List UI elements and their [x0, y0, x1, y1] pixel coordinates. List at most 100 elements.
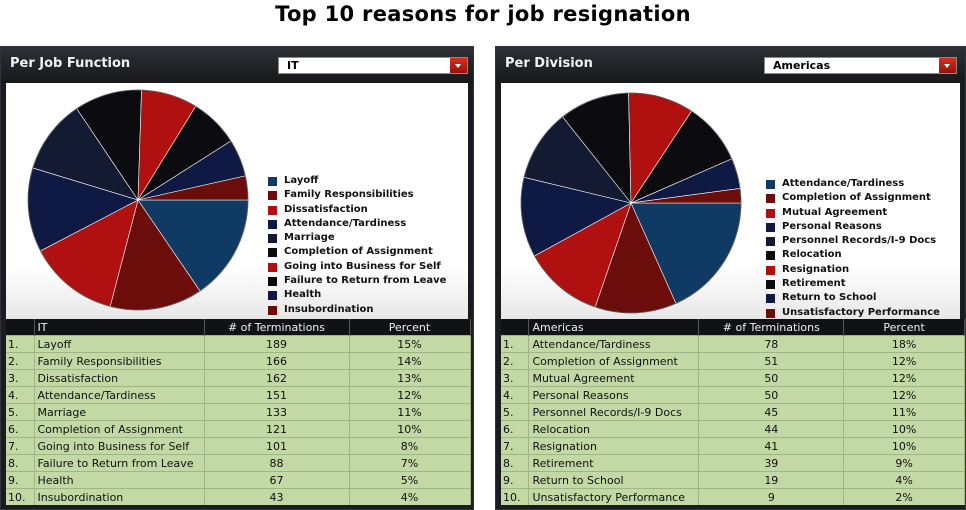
legend-label: Family Responsibilities: [284, 189, 414, 201]
legend-label: Completion of Assignment: [284, 246, 433, 258]
legend-item: Layoff: [268, 174, 446, 188]
legend-swatch: [268, 177, 277, 186]
table-row: 9. Return to School 19 4%: [501, 471, 965, 489]
terminations-cell: 67: [204, 471, 350, 489]
percent-cell: 7%: [349, 454, 471, 472]
table-row: 5. Personnel Records/I-9 Docs 45 11%: [501, 403, 965, 421]
table-row: 10. Unsatisfactory Performance 9 2%: [501, 488, 965, 505]
rank-cell: 10.: [6, 488, 35, 505]
legend-swatch: [766, 308, 775, 318]
reason-cell: Completion of Assignment: [528, 352, 700, 370]
legend-swatch: [268, 248, 277, 258]
percent-cell: 13%: [349, 369, 471, 387]
terminations-cell: 151: [204, 386, 350, 404]
panel-title: Per Job Function: [10, 56, 131, 71]
reason-cell: Insubordination: [34, 488, 205, 505]
legend-label: Retirement: [782, 278, 846, 290]
job-function-select[interactable]: IT: [278, 57, 468, 74]
legend-label: Attendance/Tardiness: [284, 217, 407, 229]
table-row: 7. Going into Business for Self 101 8%: [6, 437, 471, 455]
table-row: 5. Marriage 133 11%: [6, 403, 471, 421]
table-row: 1. Layoff 189 15%: [6, 335, 471, 353]
pie-outline: [520, 92, 742, 314]
panel-title: Per Division: [505, 56, 593, 71]
percent-cell: 10%: [843, 437, 965, 455]
header-rank: [501, 319, 530, 336]
rank-cell: 1.: [6, 335, 35, 353]
legend-item: Insubordination: [268, 303, 446, 317]
rank-cell: 7.: [6, 437, 35, 455]
reason-cell: Retirement: [528, 454, 700, 472]
legend-item: Completion of Assignment: [766, 191, 940, 205]
percent-cell: 9%: [843, 454, 965, 472]
table-row: 2. Family Responsibilities 166 14%: [6, 352, 471, 370]
legend-item: Family Responsibilities: [268, 188, 446, 202]
terminations-cell: 88: [204, 454, 350, 472]
table-row: 4. Personal Reasons 50 12%: [501, 386, 965, 404]
job-function-table: IT # of Terminations Percent 1. Layoff 189…: [6, 319, 471, 505]
terminations-cell: 50: [698, 369, 845, 387]
legend-swatch: [268, 234, 277, 244]
rank-cell: 2.: [501, 352, 530, 370]
percent-cell: 12%: [843, 369, 965, 387]
reason-cell: Mutual Agreement: [528, 369, 700, 387]
legend-swatch: [766, 194, 775, 204]
legend-swatch: [766, 280, 775, 290]
reason-cell: Personal Reasons: [528, 386, 700, 404]
pie-outline: [27, 89, 249, 311]
table-row: 2. Completion of Assignment 51 12%: [501, 352, 965, 370]
chevron-down-icon[interactable]: [450, 58, 467, 73]
legend-label: Completion of Assignment: [782, 192, 931, 204]
legend-item: Attendance/Tardiness: [766, 177, 940, 191]
panel-division: Per Division Americas Attendance/Tardine…: [495, 46, 966, 510]
reason-cell: Return to School: [528, 471, 700, 489]
table-row: 8. Failure to Return from Leave 88 7%: [6, 454, 471, 472]
rank-cell: 4.: [6, 386, 35, 404]
legend-swatch: [268, 205, 277, 215]
percent-cell: 10%: [843, 420, 965, 438]
chevron-down-icon[interactable]: [939, 58, 956, 73]
terminations-cell: 189: [204, 335, 350, 353]
reason-cell: Attendance/Tardiness: [528, 335, 700, 353]
legend-label: Dissatisfaction: [284, 203, 368, 215]
legend-swatch: [766, 265, 775, 275]
percent-cell: 10%: [349, 420, 471, 438]
legend-swatch: [268, 219, 277, 229]
rank-cell: 5.: [6, 403, 35, 421]
terminations-cell: 9: [698, 488, 845, 505]
header-name: Americas: [528, 319, 700, 336]
reason-cell: Health: [34, 471, 205, 489]
terminations-cell: 44: [698, 420, 845, 438]
terminations-cell: 19: [698, 471, 845, 489]
percent-cell: 11%: [843, 403, 965, 421]
legend-label: Marriage: [284, 232, 335, 244]
rank-cell: 6.: [501, 420, 530, 438]
legend-item: Mutual Agreement: [766, 206, 940, 220]
legend-swatch: [268, 262, 277, 272]
table-header-row: Americas # of Terminations Percent: [501, 319, 965, 336]
terminations-cell: 121: [204, 420, 350, 438]
header-percent: Percent: [843, 319, 965, 336]
legend-swatch: [766, 294, 775, 304]
legend-label: Resignation: [782, 263, 850, 275]
percent-cell: 12%: [843, 386, 965, 404]
panel-job-function: Per Job Function IT Layoff Family Respons…: [0, 46, 474, 510]
rank-cell: 5.: [501, 403, 530, 421]
table-row: 8. Retirement 39 9%: [501, 454, 965, 472]
legend-item: Failure to Return from Leave: [268, 274, 446, 288]
table-row: 6. Completion of Assignment 121 10%: [6, 420, 471, 438]
legend-item: Personnel Records/I-9 Docs: [766, 234, 940, 248]
percent-cell: 14%: [349, 352, 471, 370]
reason-cell: Dissatisfaction: [34, 369, 205, 387]
rank-cell: 8.: [6, 454, 35, 472]
reason-cell: Completion of Assignment: [34, 420, 205, 438]
percent-cell: 5%: [349, 471, 471, 489]
header-terminations: # of Terminations: [698, 319, 845, 336]
job-function-select-value: IT: [287, 59, 299, 72]
legend-label: Failure to Return from Leave: [284, 275, 447, 287]
rank-cell: 10.: [501, 488, 530, 505]
rank-cell: 8.: [501, 454, 530, 472]
table-row: 4. Attendance/Tardiness 151 12%: [6, 386, 471, 404]
legend-item: Going into Business for Self: [268, 260, 446, 274]
division-select[interactable]: Americas: [764, 57, 957, 74]
